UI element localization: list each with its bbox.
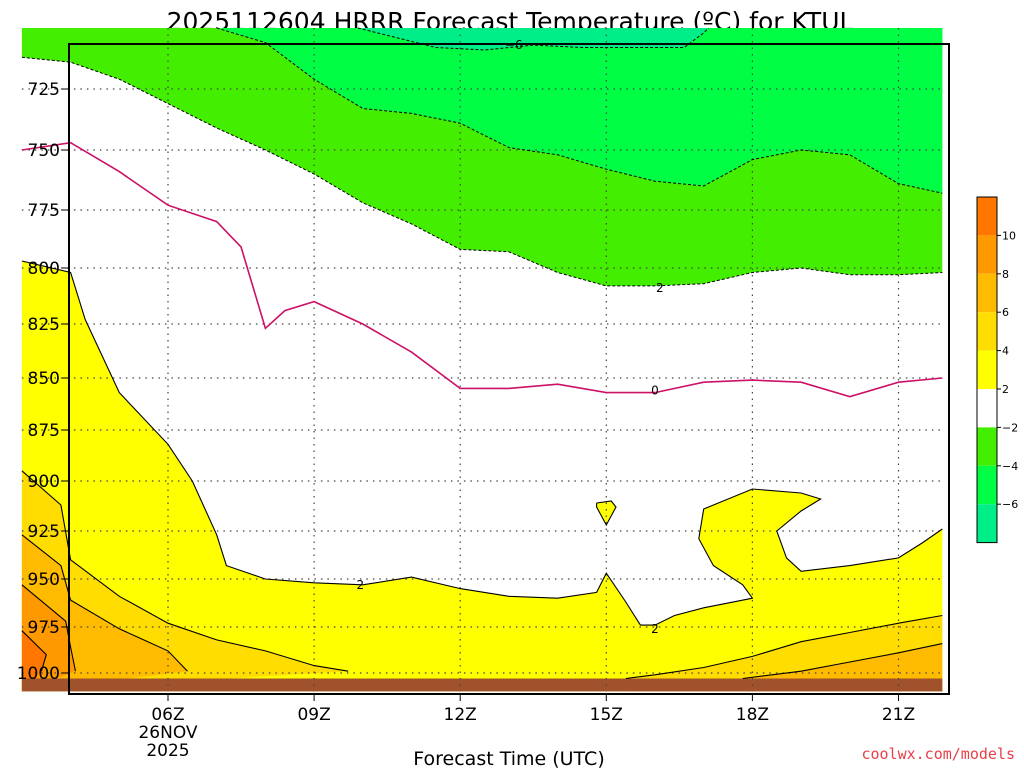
- colorbar-segment-3: [977, 312, 997, 351]
- x-tick-label-12Z: 12Z: [444, 705, 477, 725]
- fill-band-2-to-4: [21, 261, 943, 692]
- temperature-fill-layer: [21, 28, 943, 692]
- y-tick-label-825: 825: [28, 315, 60, 335]
- x-tick-label-18Z: 18Z: [736, 705, 769, 725]
- colorbar-label-2: 6: [1002, 306, 1009, 319]
- isotherm-plus2-island: [596, 500, 617, 527]
- x-tick-label-09Z: 09Z: [297, 705, 330, 725]
- y-tick-label-1000: 1000: [17, 664, 60, 684]
- colorbar-segment-2: [977, 273, 997, 313]
- x-tick-label-21Z: 21Z: [882, 705, 915, 725]
- credit-text: coolwx.com/models: [861, 745, 1015, 763]
- colorbar-segment-8: [977, 504, 997, 543]
- fill-band-10-to-12: [21, 630, 47, 692]
- fill-band-minus6-to-minus4: [216, 28, 943, 194]
- isotherm-minus4: [216, 27, 943, 194]
- isotherm-plus4-east: [625, 614, 943, 680]
- contour-label-2: 0: [651, 383, 659, 397]
- x-tick-date: 26NOV: [138, 723, 197, 743]
- colorbar-segment-1: [977, 235, 997, 274]
- colorbar-label-4: 2: [1002, 383, 1009, 396]
- colorbar-segment-4: [977, 350, 997, 389]
- colorbar: 10 8 6 4 2 −2 −4 −6: [976, 196, 1018, 544]
- isotherm-plus2: [21, 260, 943, 626]
- y-tick-label-975: 975: [28, 618, 60, 638]
- y-tick-label-725: 725: [28, 80, 60, 100]
- colorbar-label-6: −4: [1002, 460, 1018, 473]
- y-tick-label-950: 950: [28, 570, 60, 590]
- y-tick-label-800: 800: [28, 259, 60, 279]
- contour-label-3: 2: [357, 578, 365, 592]
- colorbar-segment-6: [977, 427, 997, 466]
- colorbar-label-1: 8: [1002, 268, 1009, 281]
- fill-band-2-to-4-island: [596, 501, 616, 525]
- isotherm-plus6-east: [742, 643, 943, 680]
- contour-layer: [21, 27, 943, 680]
- y-tick-label-850: 850: [28, 369, 60, 389]
- contour-label-1: 2: [656, 281, 664, 295]
- ground-fill: [21, 678, 943, 692]
- colorbar-label-3: 4: [1002, 345, 1009, 358]
- colorbar-segment-5: [977, 389, 997, 428]
- y-tick-label-750: 750: [28, 141, 60, 161]
- contour-label-layer: −6 2 0 2 2: [357, 38, 664, 636]
- x-tick-label-06Z: 06Z: [151, 705, 184, 725]
- colorbar-label-0: 10: [1002, 229, 1016, 242]
- y-axis: 725 750 775 800 825 850 875 900 925 950 975 1000: [17, 80, 69, 684]
- isotherm-plus10: [21, 630, 47, 672]
- x-axis-label: Forecast Time (UTC): [413, 748, 604, 768]
- y-tick-label-775: 775: [28, 201, 60, 221]
- isotherm-minus6: [357, 27, 709, 51]
- y-tick-label-900: 900: [28, 472, 60, 492]
- x-tick-label-15Z: 15Z: [590, 705, 623, 725]
- isotherm-zero: [21, 141, 943, 398]
- isotherm-plus6: [21, 534, 188, 672]
- colorbar-segment-0: [977, 197, 997, 236]
- colorbar-label-7: −6: [1002, 498, 1018, 511]
- colorbar-label-5: −2: [1002, 421, 1018, 434]
- isotherm-minus2: [21, 56, 943, 287]
- y-tick-label-875: 875: [28, 421, 60, 441]
- x-tick-year: 2025: [146, 741, 189, 761]
- isotherm-plus4: [21, 470, 349, 672]
- contour-label-0: −6: [505, 38, 523, 52]
- plot-frame: [68, 43, 950, 695]
- colorbar-segment-7: [977, 465, 997, 505]
- y-tick-label-925: 925: [28, 522, 60, 542]
- contour-label-4: 2: [651, 622, 659, 636]
- colorbar-frame: [976, 196, 998, 544]
